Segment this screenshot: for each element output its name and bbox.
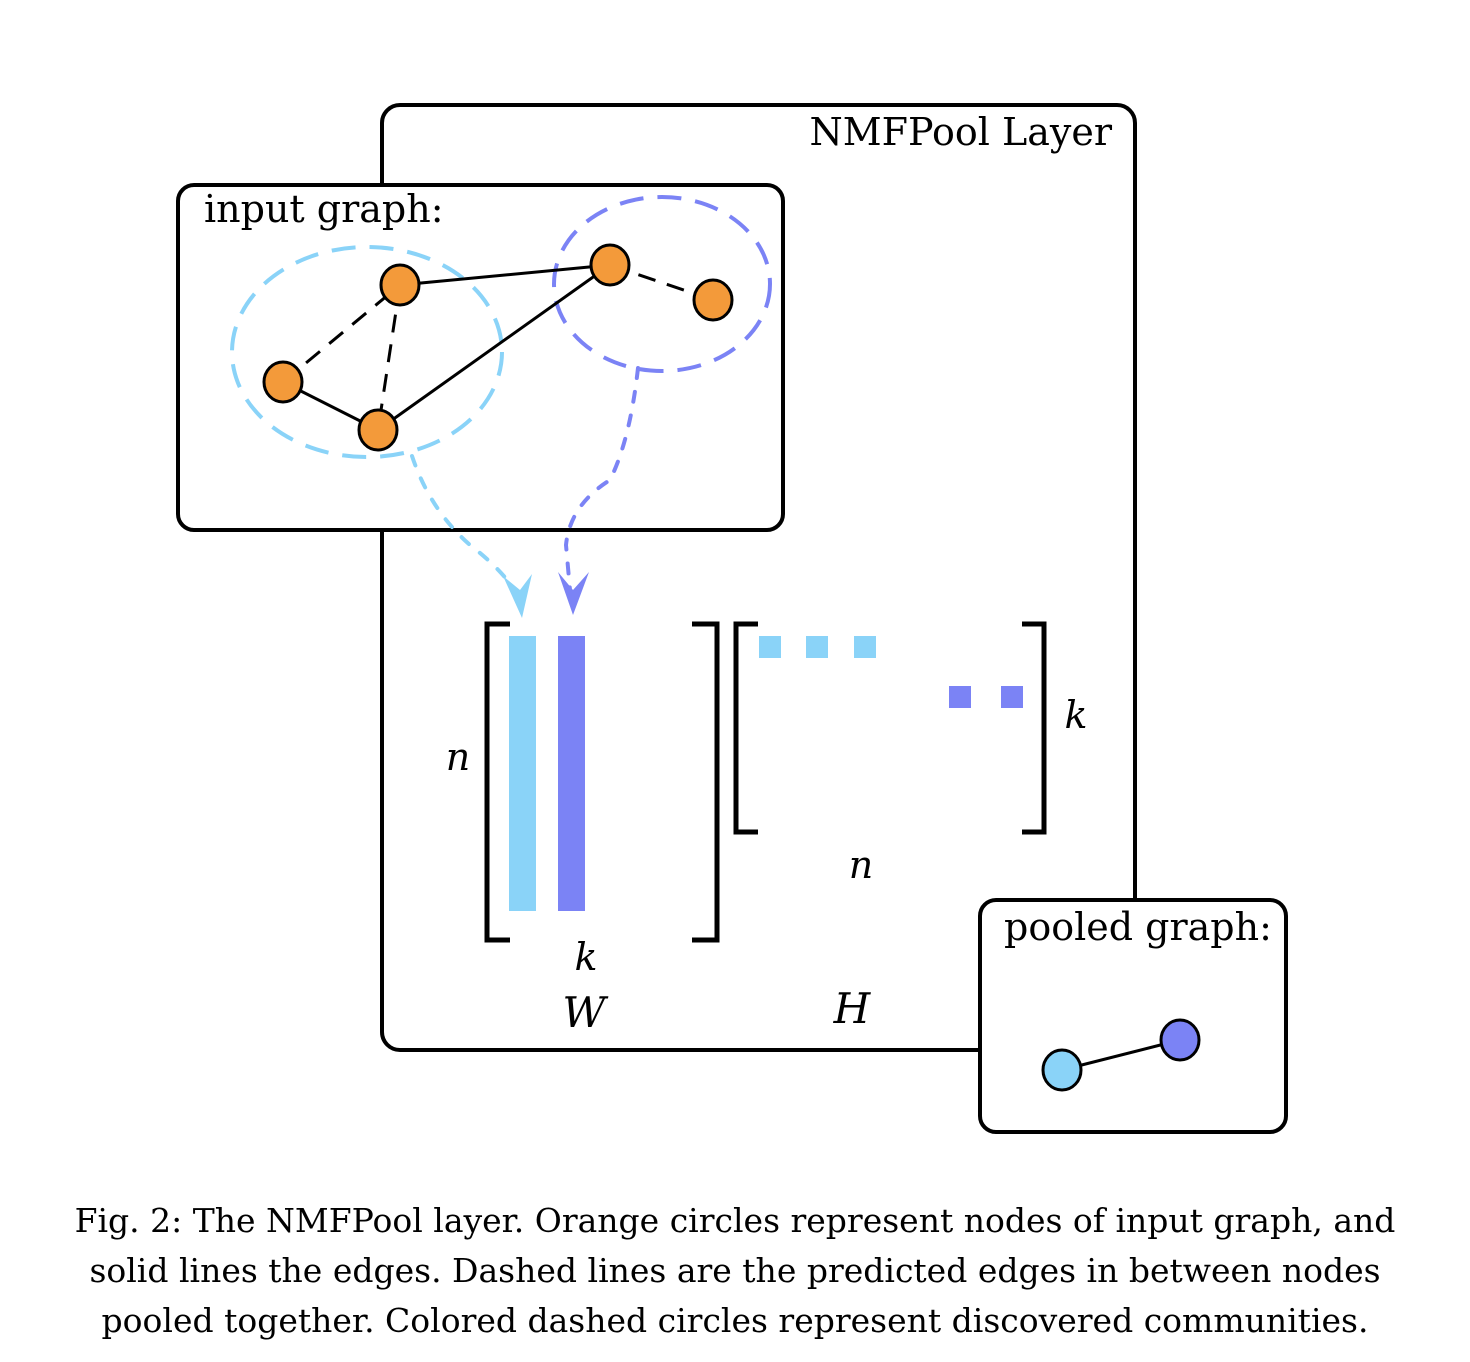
- edge-dashed: [376, 284, 402, 431]
- h-symbol: H: [833, 984, 872, 1033]
- figure-caption: Fig. 2: The NMFPool layer. Orange circle…: [0, 1196, 1470, 1346]
- arrowhead-dark: [558, 572, 589, 615]
- community-light-ellipse: [230, 245, 504, 459]
- input-graph-label: input graph:: [204, 187, 444, 231]
- caption-line: Fig. 2: The NMFPool layer. Orange circle…: [74, 1201, 1396, 1240]
- graph-node: [589, 243, 631, 287]
- graph-node: [262, 360, 304, 404]
- h-left-bracket: [733, 621, 758, 835]
- w-column-light: [509, 636, 536, 911]
- w-left-bracket: [484, 621, 510, 943]
- h-row-light-cell: [806, 636, 828, 658]
- h-row-dark-cell: [1001, 686, 1023, 708]
- arrow-light-community-to-w: [410, 454, 520, 598]
- layer-title: NMFPool Layer: [809, 110, 1112, 154]
- nmfpool-layer-frame: [380, 103, 1137, 1052]
- arrowhead-light: [503, 574, 532, 618]
- edge-dashed: [282, 283, 401, 384]
- community-dark-ellipse: [552, 195, 772, 373]
- input-graph-panel: input graph:: [176, 183, 785, 532]
- h-row-dark-cell: [949, 686, 971, 708]
- w-symbol: W: [562, 988, 609, 1037]
- h-rows-label: k: [1064, 693, 1087, 737]
- graph-node: [692, 278, 734, 322]
- w-column-dark: [558, 636, 585, 911]
- caption-line: solid lines the edges. Dashed lines are …: [89, 1251, 1381, 1290]
- edge-solid: [399, 263, 611, 287]
- pooled-graph-panel: pooled graph:: [978, 898, 1288, 1134]
- nmfpool-diagram: NMFPool Layer input graph: n k W: [176, 103, 1288, 1134]
- w-right-bracket: [692, 621, 720, 943]
- pooled-node-light: [1041, 1048, 1083, 1092]
- caption-line: pooled together. Colored dashed circles …: [101, 1301, 1369, 1340]
- w-rows-label: n: [446, 735, 470, 779]
- edge-solid: [377, 263, 611, 432]
- h-cols-label: n: [849, 843, 873, 887]
- h-right-bracket: [1022, 621, 1047, 835]
- pooled-node-dark: [1159, 1018, 1201, 1062]
- w-cols-label: k: [574, 935, 597, 979]
- graph-node: [357, 408, 399, 452]
- matrix-h: k n H: [733, 621, 1088, 1033]
- h-row-light-cell: [854, 636, 876, 658]
- h-row-light-cell: [759, 636, 781, 658]
- pooled-graph-label: pooled graph:: [1004, 905, 1272, 949]
- graph-node: [379, 263, 421, 307]
- arrow-dark-community-to-w: [563, 366, 640, 592]
- matrix-w: n k W: [446, 621, 720, 1037]
